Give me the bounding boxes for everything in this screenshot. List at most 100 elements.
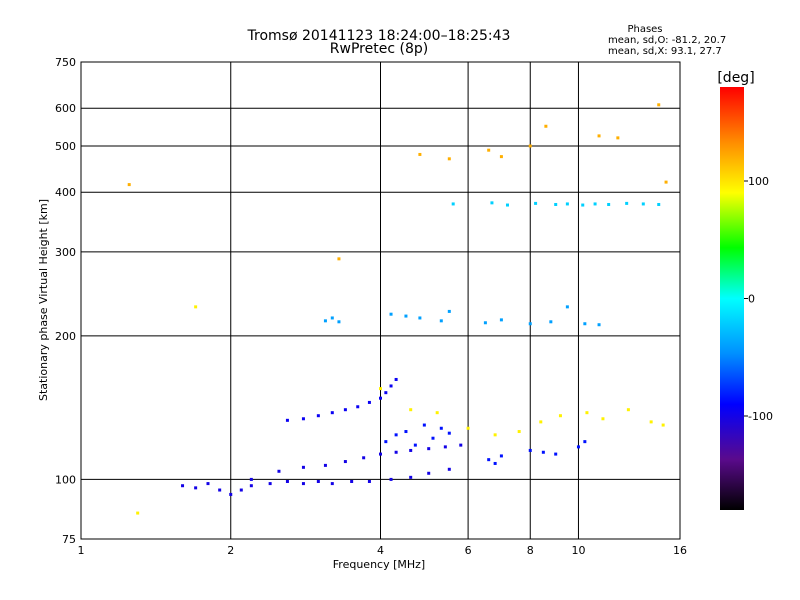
data-point: [362, 456, 366, 460]
data-point: [316, 414, 320, 418]
data-point: [626, 408, 630, 412]
data-point: [367, 400, 371, 404]
data-point: [409, 475, 413, 479]
data-point: [466, 426, 470, 430]
data-point: [206, 482, 210, 486]
y-tick-label: 600: [55, 102, 76, 115]
data-point: [218, 488, 222, 492]
data-point: [181, 484, 185, 488]
info-box-line-o: mean, sd,O: -81.2, 20.7: [608, 35, 726, 46]
data-point: [585, 411, 589, 415]
data-point: [409, 448, 413, 452]
data-point: [459, 443, 463, 447]
data-point: [499, 318, 503, 322]
data-point: [558, 414, 562, 418]
data-point: [301, 482, 305, 486]
data-point: [549, 320, 553, 324]
data-point: [499, 155, 503, 159]
data-point: [343, 408, 347, 412]
y-tick-label: 500: [55, 140, 76, 153]
y-tick-label: 75: [62, 533, 76, 546]
colorbar: [720, 87, 744, 510]
data-point: [597, 323, 601, 327]
y-tick-label: 200: [55, 330, 76, 343]
colorbar-tick-label: -100: [748, 410, 773, 423]
data-point: [379, 452, 382, 456]
data-point: [394, 450, 398, 454]
data-point: [447, 157, 451, 161]
data-point: [323, 319, 327, 323]
data-point: [249, 477, 253, 481]
data-point: [664, 180, 668, 184]
data-point: [301, 465, 305, 469]
data-point: [394, 377, 398, 381]
data-point: [384, 440, 388, 444]
x-axis-label: Frequency [MHz]: [333, 558, 425, 571]
data-point: [493, 433, 497, 437]
data-point: [447, 467, 451, 471]
data-point: [661, 423, 665, 427]
data-point: [194, 486, 198, 490]
data-point: [505, 203, 509, 207]
data-point: [487, 458, 491, 462]
data-point: [367, 479, 371, 483]
x-tick-label: 16: [673, 544, 687, 557]
data-point: [229, 492, 233, 496]
data-point: [323, 463, 327, 467]
data-point: [350, 479, 354, 483]
y-tick-label: 300: [55, 246, 76, 259]
chart-subtitle: RwPretec (8p): [330, 41, 428, 57]
data-point: [541, 450, 545, 454]
colorbar-tick-label: 0: [748, 293, 755, 306]
data-point: [583, 322, 587, 326]
data-point: [356, 405, 360, 409]
y-tick-label: 400: [55, 186, 76, 199]
data-point: [625, 201, 629, 205]
data-point: [528, 322, 532, 326]
data-point: [427, 447, 431, 451]
data-point: [443, 445, 447, 449]
chart-title: Tromsø 20141123 18:24:00–18:25:43: [247, 28, 511, 44]
y-axis-label: Stationary phase Virtual Height [km]: [37, 199, 50, 401]
x-tick-label: 6: [465, 544, 472, 557]
data-point: [316, 479, 320, 483]
data-point: [409, 408, 413, 412]
data-point: [447, 431, 451, 435]
data-point: [439, 319, 443, 323]
data-point: [583, 440, 587, 444]
data-point: [330, 316, 334, 320]
data-point: [483, 321, 487, 325]
y-tick-label: 750: [55, 56, 76, 69]
data-point: [389, 384, 393, 388]
info-box-title: Phases: [627, 24, 662, 35]
y-axis: 75 100 200 300 400 500 600 750: [55, 56, 76, 546]
data-point: [447, 309, 451, 313]
data-point: [249, 484, 253, 488]
data-point: [337, 320, 341, 324]
x-tick-label: 1: [78, 544, 85, 557]
data-point: [413, 443, 417, 447]
data-point: [451, 202, 455, 206]
data-points: [127, 103, 668, 515]
data-point: [593, 202, 597, 206]
grid-layer: [81, 62, 680, 539]
data-point: [277, 469, 281, 473]
x-tick-label: 10: [571, 544, 585, 557]
data-point: [534, 201, 538, 205]
data-point: [285, 418, 289, 422]
data-point: [528, 144, 532, 148]
data-point: [601, 417, 605, 421]
data-point: [607, 202, 611, 206]
colorbar-ticks: 100 0 -100: [744, 175, 773, 423]
data-point: [379, 396, 382, 400]
data-point: [554, 202, 558, 206]
data-point: [330, 482, 334, 486]
colorbar-tick-label: 100: [748, 175, 769, 188]
data-point: [343, 460, 347, 464]
data-point: [337, 257, 341, 261]
data-point: [427, 471, 431, 475]
data-point: [301, 417, 305, 421]
data-point: [404, 314, 408, 318]
data-point: [418, 152, 422, 156]
